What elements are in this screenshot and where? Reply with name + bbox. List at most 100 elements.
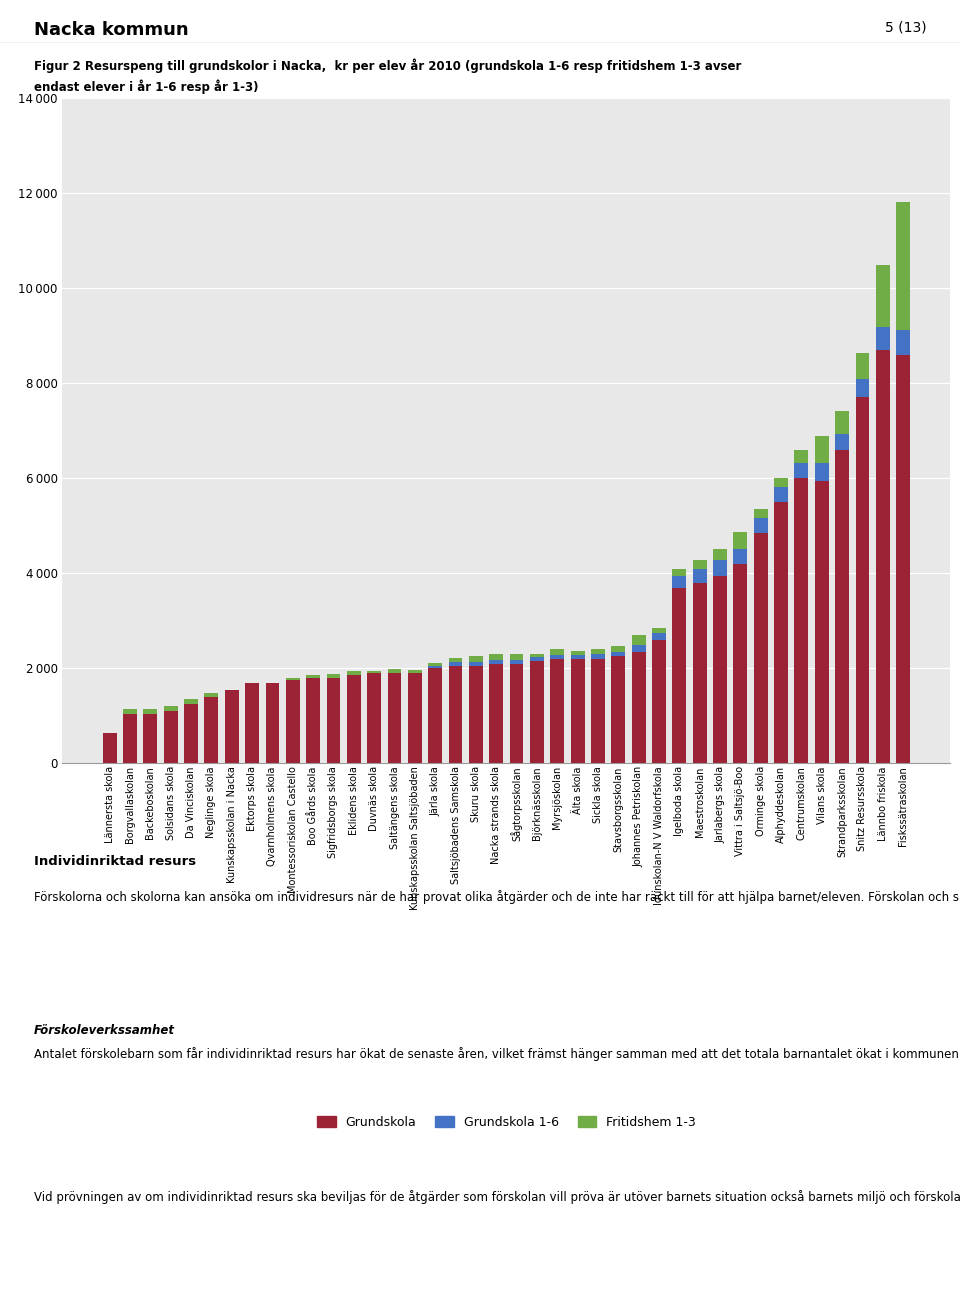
Bar bbox=[530, 654, 543, 658]
Bar bbox=[754, 532, 768, 763]
Bar bbox=[591, 654, 605, 659]
Bar bbox=[815, 480, 828, 763]
Bar bbox=[448, 662, 463, 666]
Bar bbox=[855, 354, 870, 380]
Bar bbox=[184, 699, 198, 703]
Text: endast elever i år 1-6 resp år 1-3): endast elever i år 1-6 resp år 1-3) bbox=[34, 80, 258, 94]
Bar bbox=[408, 673, 421, 763]
Bar bbox=[876, 265, 890, 328]
Text: Figur 2 Resurspeng till grundskolor i Nacka,  kr per elev år 2010 (grundskola 1-: Figur 2 Resurspeng till grundskolor i Na… bbox=[34, 59, 741, 73]
Bar bbox=[713, 548, 727, 560]
Bar bbox=[306, 677, 320, 763]
Bar bbox=[570, 659, 585, 763]
Bar bbox=[550, 659, 564, 763]
Bar bbox=[897, 330, 910, 355]
Bar bbox=[347, 676, 361, 763]
Bar bbox=[490, 664, 503, 763]
Bar bbox=[326, 677, 341, 763]
Bar bbox=[306, 676, 320, 677]
Bar bbox=[815, 436, 828, 462]
Bar bbox=[530, 662, 543, 763]
Bar bbox=[164, 706, 178, 711]
Bar bbox=[469, 662, 483, 666]
Bar bbox=[570, 655, 585, 659]
Bar bbox=[897, 355, 910, 763]
Bar bbox=[448, 666, 463, 763]
Bar bbox=[428, 663, 443, 666]
Bar bbox=[428, 666, 443, 668]
Bar bbox=[510, 664, 523, 763]
Bar bbox=[774, 502, 788, 763]
Bar bbox=[448, 658, 463, 662]
Bar bbox=[795, 450, 808, 463]
Bar bbox=[897, 201, 910, 330]
Text: Nacka kommun: Nacka kommun bbox=[34, 21, 188, 39]
Bar bbox=[591, 650, 605, 654]
Bar bbox=[693, 583, 707, 763]
Bar bbox=[245, 683, 259, 763]
Bar bbox=[733, 564, 747, 763]
Bar bbox=[733, 548, 747, 564]
Bar bbox=[612, 646, 625, 651]
Bar bbox=[632, 645, 645, 651]
Text: Individinriktad resurs: Individinriktad resurs bbox=[34, 855, 196, 868]
Bar bbox=[693, 569, 707, 583]
Bar bbox=[469, 666, 483, 763]
Bar bbox=[286, 680, 300, 763]
Bar bbox=[510, 660, 523, 664]
Bar bbox=[388, 669, 401, 673]
Bar bbox=[652, 628, 666, 633]
Bar bbox=[754, 518, 768, 532]
Bar bbox=[672, 569, 686, 576]
Text: Förskoleverkssamhet: Förskoleverkssamhet bbox=[34, 1024, 175, 1037]
Bar bbox=[835, 411, 849, 435]
Bar bbox=[347, 671, 361, 676]
Bar bbox=[368, 673, 381, 763]
Bar bbox=[672, 576, 686, 587]
Bar bbox=[510, 654, 523, 660]
Bar bbox=[612, 656, 625, 763]
Bar bbox=[204, 693, 218, 697]
Bar bbox=[713, 576, 727, 763]
Bar bbox=[368, 671, 381, 673]
Bar bbox=[632, 651, 645, 763]
Bar bbox=[855, 397, 870, 763]
Bar bbox=[876, 328, 890, 350]
Text: Antalet förskolebarn som får individinriktad resurs har ökat de senaste åren, vi: Antalet förskolebarn som får individinri… bbox=[34, 1047, 960, 1061]
Bar bbox=[123, 714, 137, 763]
Bar bbox=[184, 703, 198, 763]
Bar bbox=[326, 675, 341, 677]
Bar bbox=[652, 639, 666, 763]
Bar bbox=[225, 690, 239, 763]
Bar bbox=[490, 660, 503, 664]
Bar bbox=[876, 350, 890, 763]
Legend: Grundskola, Grundskola 1-6, Fritidshem 1-3: Grundskola, Grundskola 1-6, Fritidshem 1… bbox=[317, 1116, 696, 1129]
Text: 5 (13): 5 (13) bbox=[885, 21, 926, 35]
Bar bbox=[774, 478, 788, 487]
Bar bbox=[164, 711, 178, 763]
Bar bbox=[266, 683, 279, 763]
Bar bbox=[713, 560, 727, 576]
Bar bbox=[408, 671, 421, 673]
Bar bbox=[835, 450, 849, 763]
Bar bbox=[550, 649, 564, 655]
Bar bbox=[123, 709, 137, 714]
Bar bbox=[652, 633, 666, 639]
Text: Förskolorna och skolorna kan ansöka om individresurs när de har provat olika åtg: Förskolorna och skolorna kan ansöka om i… bbox=[34, 890, 960, 904]
Bar bbox=[855, 380, 870, 397]
Bar bbox=[591, 659, 605, 763]
Bar bbox=[550, 655, 564, 659]
Bar bbox=[754, 509, 768, 518]
Bar bbox=[815, 462, 828, 480]
Bar bbox=[612, 651, 625, 656]
Bar bbox=[428, 668, 443, 763]
Text: Vid prövningen av om individinriktad resurs ska beviljas för de åtgärder som för: Vid prövningen av om individinriktad res… bbox=[34, 1190, 960, 1205]
Bar bbox=[490, 654, 503, 660]
Bar bbox=[469, 656, 483, 662]
Bar bbox=[570, 651, 585, 655]
Bar bbox=[774, 487, 788, 502]
Bar bbox=[672, 587, 686, 763]
Bar bbox=[530, 658, 543, 662]
Bar bbox=[795, 478, 808, 763]
Bar bbox=[795, 463, 808, 478]
